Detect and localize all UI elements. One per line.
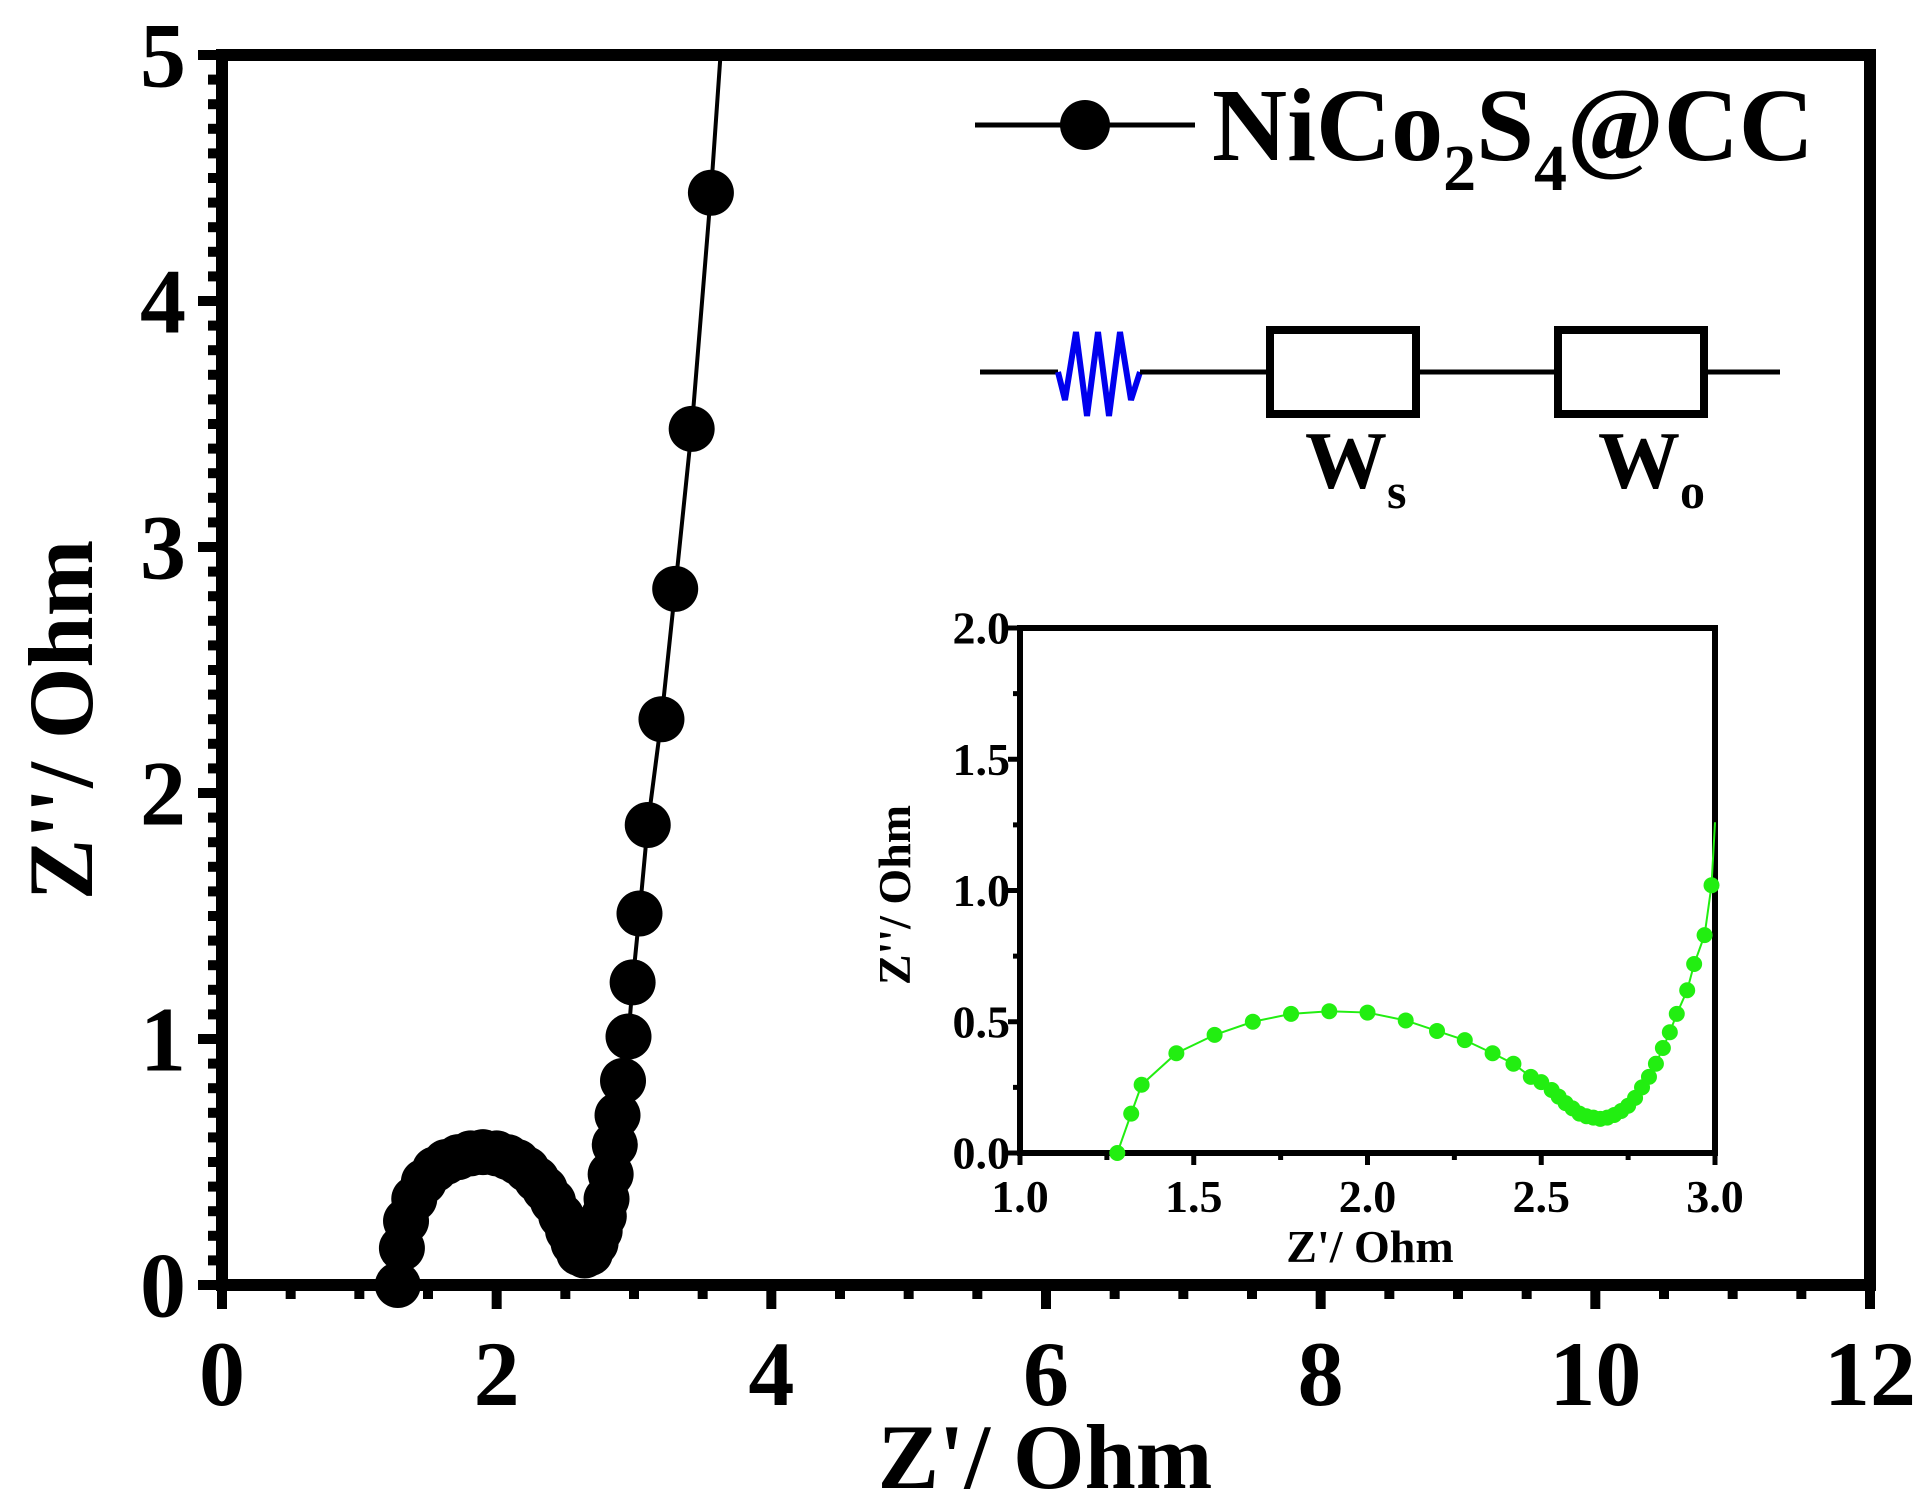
inset-ticks xyxy=(1008,625,1718,1165)
main-y-tick-label: 0 xyxy=(140,1234,186,1336)
main-x-tick-label: 6 xyxy=(1023,1323,1069,1425)
main-data-point xyxy=(687,169,734,216)
label-ws-sub: s xyxy=(1387,463,1406,519)
inset-data-point xyxy=(1679,982,1696,999)
legend-label-main: NiCo xyxy=(1212,68,1443,183)
main-data-point xyxy=(668,405,715,452)
inset-data-point xyxy=(1429,1022,1445,1039)
main-x-axis-label: Z'/ Ohm xyxy=(878,1406,1213,1502)
label-ws-main: W xyxy=(1305,415,1387,506)
inset-data-point xyxy=(1703,877,1720,894)
main-y-tick-label: 3 xyxy=(140,496,186,598)
main-data-point xyxy=(609,959,656,1006)
legend-label-mid: S xyxy=(1476,68,1534,183)
main-x-tick-label: 10 xyxy=(1549,1323,1641,1425)
main-y-tick-label: 4 xyxy=(140,250,186,352)
main-y-tick-label: 5 xyxy=(140,4,186,106)
main-y-tick-label: 2 xyxy=(140,742,186,844)
legend-label: NiCo2S4@CC xyxy=(1212,68,1814,205)
warburg-short-element xyxy=(1266,326,1420,418)
inset-y-axis-label: Z''/ Ohm xyxy=(869,805,920,985)
resistor-symbol xyxy=(1055,331,1143,417)
inset-data-point xyxy=(1359,1004,1376,1021)
inset-y-tick-label: 0.5 xyxy=(953,996,1011,1047)
inset-x-axis-label: Z'/ Ohm xyxy=(1286,1221,1453,1272)
inset-data-point xyxy=(1133,1076,1150,1093)
inset-y-tick-label: 2.0 xyxy=(953,603,1011,654)
main-data-point xyxy=(616,890,663,937)
inset-data-point xyxy=(1321,1003,1338,1020)
main-x-tick-label: 0 xyxy=(199,1323,245,1425)
equivalent-circuit: Ws Wo xyxy=(980,326,1780,519)
inset-data-point xyxy=(1686,956,1703,972)
main-x-tick-label: 2 xyxy=(474,1323,520,1425)
main-data-point xyxy=(638,696,685,743)
inset-data-point xyxy=(1244,1013,1261,1030)
inset-data-point xyxy=(1456,1032,1473,1049)
main-series xyxy=(374,54,734,1308)
legend-label-sub1: 2 xyxy=(1443,132,1476,205)
inset-data-point xyxy=(1283,1005,1300,1022)
inset-data-point xyxy=(1206,1026,1223,1043)
inset-data-point xyxy=(1397,1012,1414,1029)
inset-plot-frame xyxy=(1017,625,1718,1156)
main-series-line xyxy=(395,54,723,1286)
inset-y-tick-label: 1.5 xyxy=(953,734,1011,785)
legend-label-end: @CC xyxy=(1567,68,1814,183)
label-wo-main: W xyxy=(1598,415,1680,506)
main-data-point xyxy=(594,1092,641,1139)
main-x-tick-label: 8 xyxy=(1298,1323,1344,1425)
inset-x-tick-label: 2.0 xyxy=(1339,1171,1397,1222)
main-y-tick-label: 1 xyxy=(140,988,186,1090)
label-wo: Wo xyxy=(1598,415,1705,519)
inset-data-point xyxy=(1109,1145,1126,1161)
inset-data-point xyxy=(1484,1045,1501,1062)
inset-data-point xyxy=(1696,927,1713,944)
main-ticks xyxy=(198,50,1875,1309)
main-data-point xyxy=(624,801,671,848)
legend: NiCo2S4@CC xyxy=(975,68,1814,205)
inset-data-point xyxy=(1661,1024,1678,1041)
inset-plot: 1.0 1.5 2.0 2.5 3.0 0.0 0.5 1.0 1.5 2.0 Z'/ Ohm Z… xyxy=(869,603,1744,1272)
inset-x-tick-label: 1.0 xyxy=(991,1171,1049,1222)
inset-data-point xyxy=(1647,1055,1664,1072)
main-data-point xyxy=(374,1262,421,1308)
inset-data-point xyxy=(1168,1045,1185,1062)
inset-x-tick-label: 1.5 xyxy=(1165,1171,1223,1222)
inset-data-point xyxy=(1654,1040,1671,1056)
inset-data-point xyxy=(1123,1105,1140,1122)
inset-y-tick-label: 1.0 xyxy=(953,865,1011,916)
inset-x-tick-label: 3.0 xyxy=(1686,1171,1744,1222)
inset-data-point xyxy=(1505,1055,1522,1072)
main-data-point xyxy=(605,1013,652,1060)
inset-y-tick-label: 0.0 xyxy=(953,1128,1011,1179)
inset-series xyxy=(1109,822,1720,1161)
main-x-tick-label: 12 xyxy=(1824,1323,1916,1425)
label-wo-sub: o xyxy=(1680,463,1705,519)
label-ws: Ws xyxy=(1305,415,1406,519)
main-data-point xyxy=(600,1057,647,1104)
inset-data-point xyxy=(1640,1068,1657,1085)
warburg-open-element xyxy=(1554,326,1708,418)
legend-label-sub2: 4 xyxy=(1534,132,1567,205)
main-x-tick-label: 4 xyxy=(748,1323,794,1425)
inset-data-point xyxy=(1668,1005,1685,1022)
inset-x-tick-label: 2.5 xyxy=(1513,1171,1571,1222)
main-data-point xyxy=(652,565,699,612)
inset-tick-labels: 1.0 1.5 2.0 2.5 3.0 0.0 0.5 1.0 1.5 2.0 xyxy=(953,603,1744,1222)
legend-marker xyxy=(1060,100,1110,150)
main-y-axis-label: Z''/ Ohm xyxy=(10,540,112,900)
